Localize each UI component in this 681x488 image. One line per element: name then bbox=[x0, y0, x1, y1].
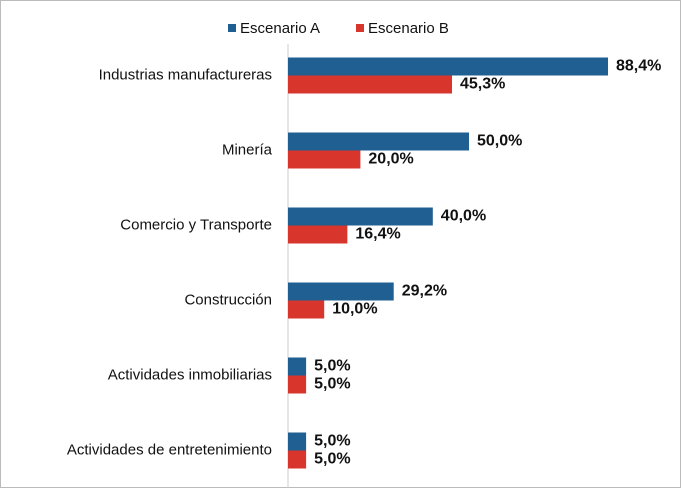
bar bbox=[288, 432, 307, 451]
bar bbox=[288, 375, 307, 394]
bar bbox=[288, 75, 452, 94]
bar bbox=[288, 225, 348, 244]
legend-swatch bbox=[356, 24, 364, 32]
value-label: 5,0% bbox=[314, 376, 350, 393]
bar bbox=[288, 57, 609, 76]
legend-label: Escenario A bbox=[240, 20, 320, 37]
value-label: 50,0% bbox=[477, 133, 522, 150]
value-label: 5,0% bbox=[314, 433, 350, 450]
bar bbox=[288, 207, 433, 226]
y-tick-label: Industrias manufactureras bbox=[99, 66, 272, 83]
bar bbox=[288, 132, 469, 151]
bar bbox=[288, 300, 325, 319]
value-label: 88,4% bbox=[616, 58, 661, 75]
value-label: 16,4% bbox=[355, 226, 400, 243]
value-label: 5,0% bbox=[314, 451, 350, 468]
y-tick-label: Construcción bbox=[184, 291, 272, 308]
value-label: 20,0% bbox=[368, 151, 413, 168]
bar bbox=[288, 150, 361, 169]
legend-swatch bbox=[228, 24, 236, 32]
value-label: 29,2% bbox=[402, 283, 447, 300]
value-label: 45,3% bbox=[460, 76, 505, 93]
y-tick-label: Actividades de entretenimiento bbox=[67, 441, 272, 458]
y-tick-label: Actividades inmobiliarias bbox=[108, 366, 272, 383]
y-tick-label: Minería bbox=[222, 141, 273, 158]
bar bbox=[288, 357, 307, 376]
value-label: 10,0% bbox=[332, 301, 377, 318]
bar bbox=[288, 450, 307, 469]
bar bbox=[288, 282, 394, 301]
value-label: 5,0% bbox=[314, 358, 350, 375]
legend-label: Escenario B bbox=[368, 20, 449, 37]
value-label: 40,0% bbox=[441, 208, 486, 225]
y-tick-label: Comercio y Transporte bbox=[120, 216, 272, 233]
